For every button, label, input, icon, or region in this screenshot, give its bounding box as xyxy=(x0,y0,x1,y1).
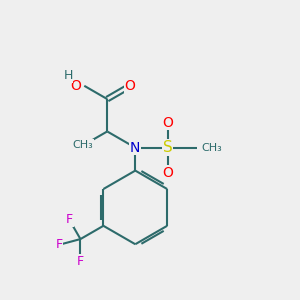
Text: O: O xyxy=(162,116,173,130)
Text: O: O xyxy=(125,79,136,93)
Text: CH₃: CH₃ xyxy=(202,142,222,153)
Text: F: F xyxy=(56,238,63,251)
Text: F: F xyxy=(77,255,84,268)
Text: N: N xyxy=(130,141,140,154)
Text: CH₃: CH₃ xyxy=(72,140,93,150)
Text: O: O xyxy=(162,166,173,180)
Text: S: S xyxy=(163,140,172,155)
Text: O: O xyxy=(70,79,81,93)
Text: H: H xyxy=(63,69,73,82)
Text: F: F xyxy=(66,213,73,226)
